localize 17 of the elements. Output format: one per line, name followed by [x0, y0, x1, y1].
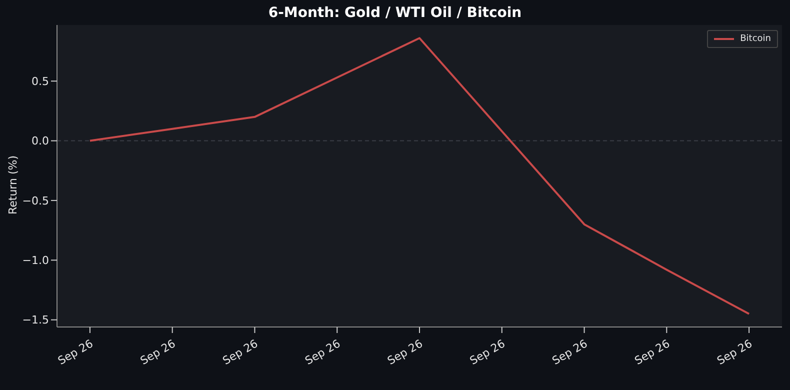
y-tick-label: −1.0	[22, 254, 49, 268]
x-tick-label: Sep 26	[302, 337, 343, 368]
chart-title: 6-Month: Gold / WTI Oil / Bitcoin	[267, 5, 523, 21]
legend-label: Bitcoin	[740, 34, 771, 44]
y-tick-label: 0.0	[32, 134, 49, 148]
y-axis-title: Return (%)	[6, 155, 20, 215]
x-tick-label: Sep 26	[550, 337, 590, 368]
x-tick-label: Sep 26	[220, 337, 260, 368]
y-tick-label: −0.5	[22, 194, 49, 208]
x-tick-label: Sep 26	[468, 337, 508, 368]
x-tick-label: Sep 26	[138, 337, 178, 368]
x-tick-label: Sep 26	[56, 337, 96, 368]
x-tick-label: Sep 26	[714, 337, 754, 368]
x-tick-label: Sep 26	[385, 337, 425, 368]
x-tick-label: Sep 26	[632, 337, 672, 368]
y-tick-label: 0.5	[32, 75, 49, 88]
y-tick-label: −1.5	[22, 314, 49, 327]
